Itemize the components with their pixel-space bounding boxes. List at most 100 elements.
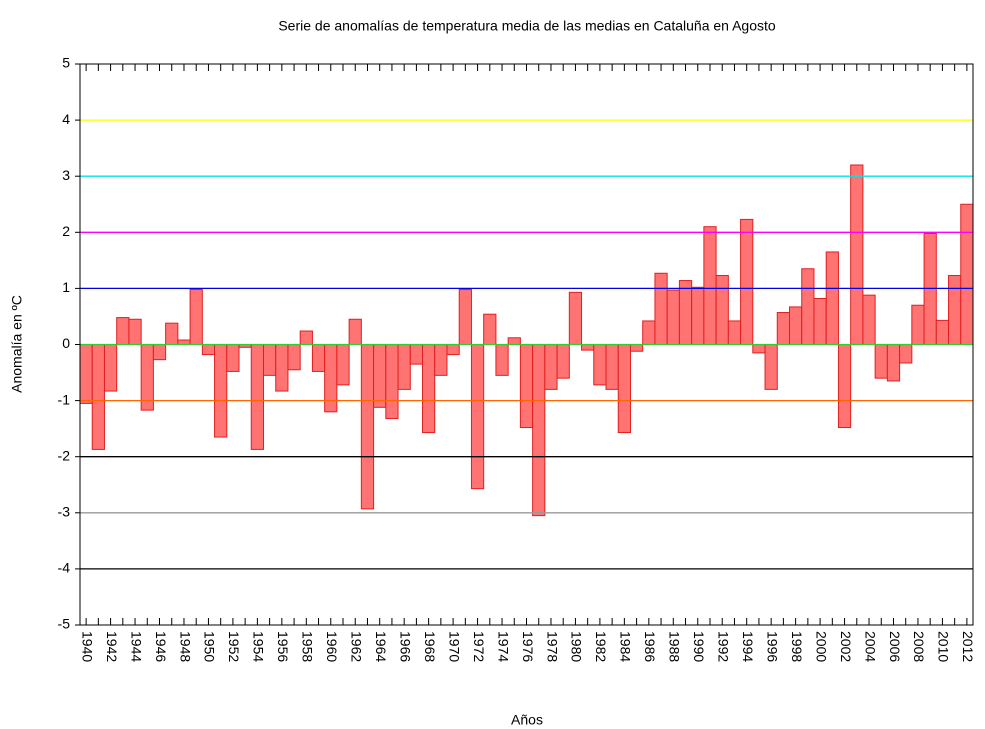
bar [201,344,216,356]
bar [189,289,203,346]
bar [581,344,595,351]
bar [409,344,424,365]
bar [678,280,693,345]
bar [275,344,289,392]
x-tick-label: 2004 [862,631,878,662]
x-tick-label: 1980 [569,631,585,662]
x-tick-label: 1976 [520,631,536,662]
bar [691,286,705,346]
x-tick-label: 2006 [887,631,903,662]
bar [935,319,950,346]
bar [605,344,619,390]
plot-frame [79,63,974,626]
y-tick-label: 3 [62,167,70,183]
bar [642,320,656,345]
bar [226,344,240,372]
bar [654,272,668,345]
bar [262,344,277,376]
x-tick-label: 1964 [373,631,389,662]
bar [311,344,326,372]
bar [458,289,472,346]
x-tick-label: 1978 [544,631,560,662]
x-tick-label: 1946 [153,631,169,662]
bar [422,344,436,434]
x-tick-label: 2002 [838,631,854,662]
x-tick-label: 1982 [593,631,609,662]
x-tick-label: 2012 [960,631,976,662]
x-axis-label: Años [511,712,543,728]
x-tick-label: 1948 [177,631,193,662]
bar [850,164,864,345]
x-tick-label: 1988 [667,631,683,662]
x-tick-label: 1992 [716,631,732,662]
bar [434,344,448,376]
bar [593,344,607,386]
bar [446,344,460,356]
bar [740,218,754,345]
bar [556,344,570,379]
x-tick-label: 1942 [104,631,120,662]
bar [899,344,913,364]
bar [324,344,338,413]
y-axis-label: Anomalía en ºC [9,295,25,393]
bar [715,274,729,346]
bar [214,344,228,438]
bar [103,344,118,392]
bar [165,322,179,346]
y-tick-label: 4 [62,111,70,127]
bar [336,344,350,386]
y-tick-label: -5 [58,616,71,632]
x-tick-label: 1940 [79,631,95,662]
y-tick-label: 0 [62,335,70,351]
x-tick-label: 1990 [691,631,707,662]
bar [911,304,925,346]
bar [91,344,105,450]
x-tick-label: 1970 [446,631,462,662]
x-tick-label: 1996 [764,631,780,662]
x-tick-label: 1962 [349,631,365,662]
x-tick-label: 1986 [642,631,658,662]
x-tick-label: 1966 [397,631,413,662]
bar [617,344,631,434]
bar [79,344,93,404]
bar [385,344,399,420]
x-tick-label: 1952 [226,631,242,662]
bar [752,344,766,354]
x-tick-label: 1956 [275,631,291,662]
y-tick-label: -4 [58,560,71,576]
bar [825,251,839,345]
bar [874,344,888,379]
bar [703,226,717,345]
bar [789,306,803,345]
bar [801,268,815,346]
bar [948,274,962,346]
bar [519,344,534,429]
bar [483,313,497,345]
bar [813,297,827,345]
bar [495,344,509,376]
bar [544,344,558,390]
bar [776,312,791,346]
bar [250,344,264,450]
bar [152,344,167,361]
bar [348,318,362,346]
bar [960,203,974,345]
x-tick-label: 1944 [128,631,144,662]
bar [177,339,191,345]
x-tick-label: 1994 [740,631,756,662]
bar [128,318,142,346]
x-tick-label: 2008 [911,631,927,662]
x-tick-label: 1984 [618,631,634,662]
bar [532,344,546,517]
y-tick-label: 5 [62,55,70,71]
x-tick-label: 1972 [471,631,487,662]
x-tick-label: 1960 [324,631,340,662]
x-tick-label: 2010 [936,631,952,662]
y-tick-label: 1 [62,279,70,295]
y-tick-label: -2 [58,447,71,463]
bar [116,317,130,345]
bar [666,289,680,346]
bar [837,344,852,429]
